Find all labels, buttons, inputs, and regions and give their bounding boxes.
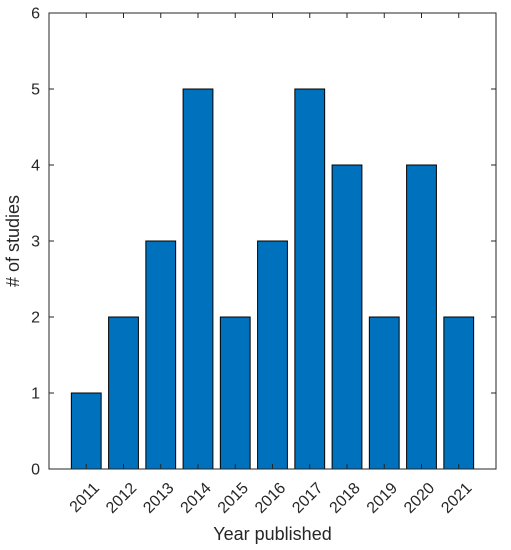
bar-2021 bbox=[443, 316, 475, 470]
x-axis-label: Year published bbox=[213, 524, 331, 544]
axes-group bbox=[48, 12, 497, 470]
x-tick-label: 2021 bbox=[438, 480, 475, 517]
bar-2019 bbox=[368, 316, 400, 470]
y-tick-label: 3 bbox=[31, 234, 40, 251]
bar-2016 bbox=[257, 240, 288, 470]
bar-2017 bbox=[294, 88, 326, 470]
bar-2013 bbox=[145, 240, 177, 470]
x-tick-label: 2012 bbox=[103, 480, 140, 517]
bar-2011 bbox=[70, 392, 102, 470]
x-tick-label: 2018 bbox=[327, 480, 364, 517]
bar-2012 bbox=[108, 316, 139, 470]
bars-group bbox=[70, 88, 475, 470]
y-tick-labels: 0 1 2 3 4 5 6 bbox=[31, 6, 40, 479]
bar-2014 bbox=[182, 88, 214, 470]
x-tick-labels: 2011 2012 2013 2014 2015 2016 2017 2018 2019 2020… bbox=[67, 480, 476, 517]
y-tick-label: 6 bbox=[31, 6, 40, 23]
x-tick-label: 2014 bbox=[178, 480, 215, 517]
x-tick-label: 2019 bbox=[364, 480, 401, 517]
x-tick-label: 2013 bbox=[140, 480, 177, 517]
y-tick-label: 1 bbox=[31, 386, 40, 403]
x-tick-label: 2015 bbox=[215, 480, 252, 517]
y-tick-label: 2 bbox=[31, 310, 40, 327]
bar-2015 bbox=[219, 316, 251, 470]
x-tick-label: 2011 bbox=[67, 480, 103, 516]
y-tick-label: 4 bbox=[31, 158, 40, 175]
y-axis-label: # of studies bbox=[3, 195, 23, 287]
x-tick-label: 2016 bbox=[252, 480, 289, 517]
y-tick-label: 0 bbox=[31, 462, 40, 479]
y-tick-label: 5 bbox=[31, 82, 40, 99]
bar-2020 bbox=[406, 164, 437, 470]
bar-2018 bbox=[331, 164, 363, 470]
x-tick-label: 2017 bbox=[289, 480, 326, 517]
x-tick-label: 2020 bbox=[401, 480, 438, 517]
